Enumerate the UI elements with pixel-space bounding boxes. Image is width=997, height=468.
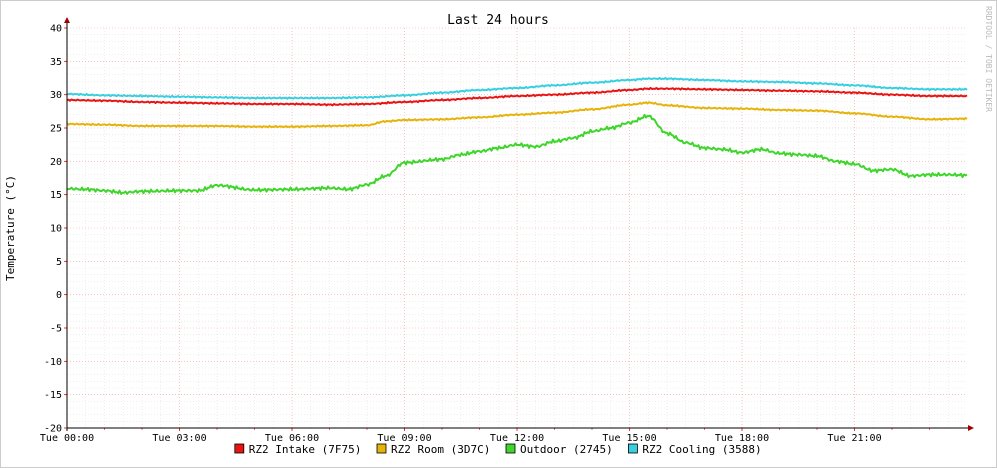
legend-swatch-3	[505, 443, 516, 454]
series-lines	[66, 76, 968, 195]
legend-swatch-1	[234, 443, 245, 454]
x-tick-label: Tue 06:00	[265, 433, 319, 444]
rrdtool-watermark: RRDTOOL / TOBI OETIKER	[984, 6, 993, 112]
y-tick-label: 5	[56, 257, 62, 268]
x-tick-label: Tue 12:00	[490, 433, 544, 444]
x-axis-arrow	[968, 425, 974, 431]
x-tick-label: Tue 18:00	[715, 433, 769, 444]
x-tick-label: Tue 03:00	[152, 433, 206, 444]
y-tick-label: 25	[50, 124, 62, 135]
x-tick-label: Tue 00:00	[40, 433, 94, 444]
y-tick-label: -15	[44, 390, 62, 401]
y-tick-label: 30	[50, 90, 62, 101]
y-tick-label: -10	[44, 357, 62, 368]
y-axis-ticks: -20 -15 -10 -5 0 5 10 15 20 25 30 35 40	[44, 24, 67, 435]
legend-swatch-4	[628, 443, 638, 454]
legend-label-4: RZ2 Cooling (3588)	[642, 443, 761, 456]
y-tick-label: 35	[50, 57, 62, 68]
x-tick-label: Tue 21:00	[827, 433, 881, 444]
legend-label-1: RZ2 Intake (7F75)	[249, 443, 362, 456]
series-line-3	[67, 113, 968, 195]
legend-swatch-2	[376, 443, 387, 454]
y-tick-label: 0	[56, 290, 62, 301]
y-axis-arrow	[64, 17, 70, 23]
legend: RZ2 Intake (7F75) RZ2 Room (3D7C) Outdoor …	[234, 443, 762, 456]
series-line-1	[66, 86, 968, 107]
series-line-4	[66, 76, 968, 100]
legend-label-3: Outdoor (2745)	[520, 443, 613, 456]
y-tick-label: 40	[50, 24, 62, 35]
y-tick-label: -5	[50, 324, 62, 335]
grid-lines	[67, 27, 967, 428]
y-tick-label: -20	[44, 424, 62, 435]
x-tick-label: Tue 09:00	[377, 433, 431, 444]
x-tick-label: Tue 15:00	[602, 433, 656, 444]
legend-label-2: RZ2 Room (3D7C)	[391, 443, 490, 456]
axes	[64, 17, 974, 431]
y-tick-label: 20	[50, 157, 62, 168]
series-line-2	[66, 101, 968, 129]
y-tick-label: 10	[50, 224, 62, 235]
y-tick-label: 15	[50, 190, 62, 201]
y-axis-label: Temperature (°C)	[4, 175, 17, 281]
chart-title: Last 24 hours	[447, 13, 549, 28]
